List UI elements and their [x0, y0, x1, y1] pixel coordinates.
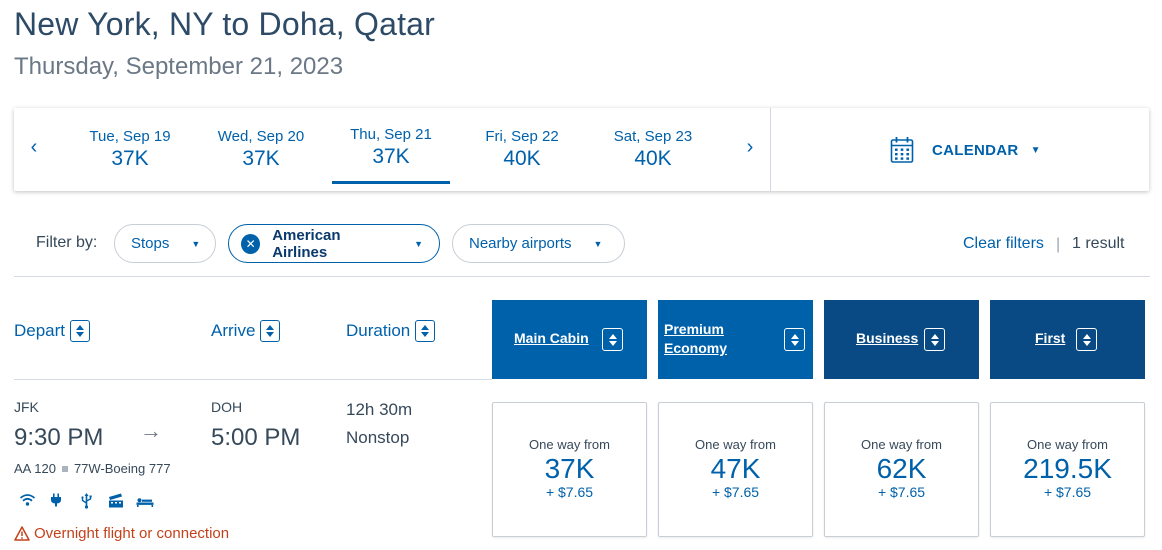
cabin-header-first[interactable]: First [990, 300, 1145, 379]
sort-by-duration[interactable]: Duration [346, 320, 436, 342]
fare-points: 62K [876, 453, 927, 484]
date-price: 37K [111, 147, 149, 170]
arrive-time: 5:00 PM [211, 424, 301, 451]
sort-icon [602, 328, 623, 351]
fare-points: 219.5K [1023, 453, 1112, 484]
date-option-sep-21-selected[interactable]: Thu, Sep 21 37K [332, 126, 450, 184]
date-label: Wed, Sep 20 [217, 128, 305, 145]
caret-down-icon: ▼ [414, 238, 423, 249]
nearby-airports-filter-label: Nearby airports [469, 235, 572, 252]
caret-down-icon: ▼ [191, 238, 201, 249]
next-dates-chevron-icon[interactable]: › [746, 136, 754, 158]
entertainment-icon [109, 493, 123, 508]
caret-down-icon: ▼ [1030, 144, 1041, 156]
sort-icon [1076, 328, 1097, 351]
business-label: Business [856, 330, 919, 346]
result-count: 1 result [1072, 235, 1125, 252]
power-outlet-icon [51, 493, 61, 507]
separator [61, 465, 68, 472]
fare-label: One way from [1027, 437, 1108, 452]
flight-number-link[interactable]: AA 120 [14, 461, 56, 476]
date-option-sep-19[interactable]: Tue, Sep 19 37K [71, 128, 189, 186]
stops-filter-dropdown[interactable]: Stops ▼ [114, 224, 216, 263]
sort-icon [784, 328, 805, 351]
flight-duration: 12h 30m [346, 400, 413, 419]
date-strip: ‹ Tue, Sep 19 37K Wed, Sep 20 37K Thu, S… [14, 108, 1149, 191]
calendar-label: CALENDAR [932, 141, 1019, 159]
fare-card-business[interactable]: One way from 62K + $7.65 [824, 402, 979, 537]
first-label: First [1035, 330, 1066, 346]
airline-filter-label: American Airlines [272, 226, 341, 261]
overnight-warning: Overnight flight or connection [14, 525, 229, 542]
arrive-column-label: Arrive [211, 321, 256, 340]
clear-filters-link[interactable]: Clear filters [963, 235, 1044, 252]
sort-icon [260, 320, 281, 342]
stops-filter-label: Stops [131, 235, 170, 252]
airline-filter-dropdown[interactable]: ✕ American Airlines ▼ [228, 224, 440, 263]
sort-by-arrive[interactable]: Arrive [211, 320, 281, 342]
overnight-warning-text: Overnight flight or connection [34, 525, 230, 542]
divider [14, 379, 492, 380]
fare-card-premium-economy[interactable]: One way from 47K + $7.65 [658, 402, 813, 537]
sort-icon [70, 320, 91, 342]
fare-tax: + $7.65 [877, 484, 926, 500]
fare-points: 47K [710, 453, 761, 484]
date-label: Sat, Sep 23 [613, 128, 693, 145]
date-option-sep-23[interactable]: Sat, Sep 23 40K [594, 128, 712, 186]
date-option-sep-22[interactable]: Fri, Sep 22 40K [463, 128, 581, 186]
destination-airport: DOH [211, 399, 243, 415]
flight-stops: Nonstop [346, 428, 410, 447]
arrow-right-icon: → [140, 418, 162, 443]
premium-economy-label: Premium Economy [664, 321, 728, 356]
divider: | [1056, 236, 1061, 253]
date-price: 37K [372, 145, 410, 168]
flight-details: AA 120 77W-Boeing 777 [14, 461, 171, 476]
date-price: 40K [503, 147, 541, 170]
aircraft-type-link[interactable]: 77W-Boeing 777 [73, 461, 171, 476]
usb-icon [81, 493, 92, 509]
depart-column-label: Depart [14, 321, 66, 340]
remove-filter-icon[interactable]: ✕ [241, 233, 261, 254]
sort-icon [924, 328, 945, 351]
cabin-header-premium-economy[interactable]: Premium Economy [658, 300, 813, 379]
divider [770, 108, 771, 191]
sort-by-depart[interactable]: Depart [14, 320, 91, 342]
date-label: Thu, Sep 21 [350, 126, 432, 143]
wifi-icon [19, 494, 36, 506]
fare-label: One way from [861, 437, 942, 452]
date-option-sep-20[interactable]: Wed, Sep 20 37K [202, 128, 320, 186]
warning-icon [14, 526, 30, 541]
date-label: Tue, Sep 19 [89, 128, 171, 145]
divider [14, 276, 1150, 277]
main-cabin-label: Main Cabin [514, 330, 589, 346]
date-price: 40K [634, 147, 672, 170]
fare-label: One way from [695, 437, 776, 452]
cabin-header-business[interactable]: Business [824, 300, 979, 379]
calendar-icon [890, 137, 914, 163]
fare-label: One way from [529, 437, 610, 452]
filter-by-label: Filter by: [36, 234, 98, 251]
fare-tax: + $7.65 [1043, 484, 1092, 500]
nearby-airports-filter-dropdown[interactable]: Nearby airports ▼ [452, 224, 625, 263]
lie-flat-seat-icon [136, 498, 154, 507]
date-label: Fri, Sep 22 [485, 128, 559, 145]
fare-points: 37K [544, 453, 595, 484]
sort-icon [415, 320, 436, 342]
calendar-button[interactable]: CALENDAR ▼ [890, 136, 1040, 164]
fare-tax: + $7.65 [711, 484, 760, 500]
origin-airport: JFK [14, 399, 39, 415]
duration-column-label: Duration [346, 321, 411, 340]
fare-card-first[interactable]: One way from 219.5K + $7.65 [990, 402, 1145, 537]
travel-date: Thursday, September 21, 2023 [14, 53, 344, 80]
fare-tax: + $7.65 [545, 484, 594, 500]
date-price: 37K [242, 147, 280, 170]
caret-down-icon: ▼ [593, 238, 603, 249]
page-title: New York, NY to Doha, Qatar [14, 6, 436, 42]
fare-card-main-cabin[interactable]: One way from 37K + $7.65 [492, 402, 647, 537]
depart-time: 9:30 PM [14, 424, 104, 451]
previous-dates-chevron-icon[interactable]: ‹ [30, 136, 38, 158]
cabin-header-main-cabin[interactable]: Main Cabin [492, 300, 647, 379]
